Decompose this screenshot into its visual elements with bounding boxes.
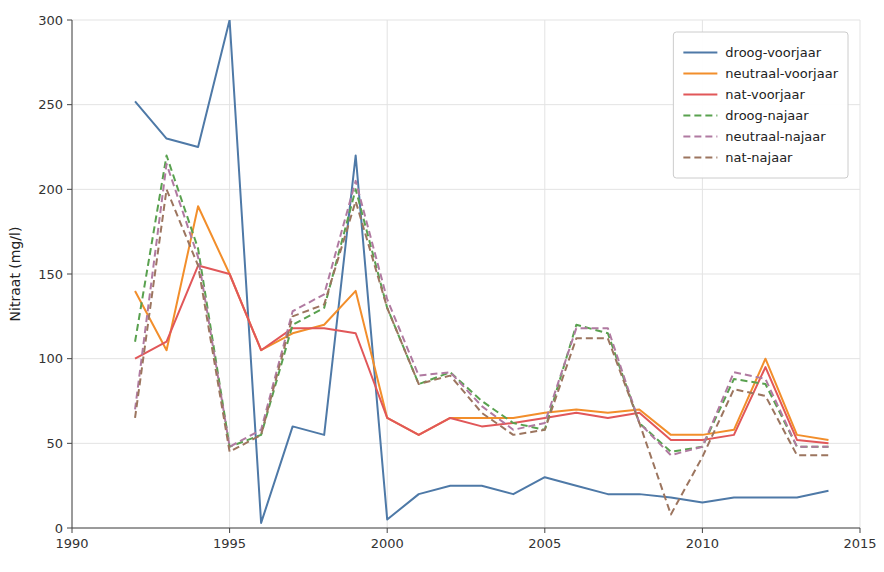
x-tick <box>860 528 861 533</box>
x-grid-line <box>387 20 388 528</box>
legend-swatch <box>683 94 717 96</box>
y-grid-line <box>72 189 860 190</box>
series-line <box>135 155 828 451</box>
x-tick-label: 2015 <box>843 536 876 551</box>
legend-swatch <box>683 136 717 138</box>
legend-label: droog-voorjaar <box>725 45 821 60</box>
y-tick <box>67 358 72 359</box>
legend-swatch <box>683 52 717 54</box>
y-grid-line <box>72 274 860 275</box>
y-tick-label: 300 <box>38 13 63 28</box>
y-tick-label: 50 <box>46 436 63 451</box>
legend-label: neutraal-najaar <box>725 129 826 144</box>
axes: 1990 1995 2000 2005 2010 2015 0 50 100 150 200 250 3… <box>38 13 876 552</box>
y-grid-line <box>72 20 860 21</box>
y-tick <box>67 443 72 444</box>
grid <box>72 20 860 528</box>
x-tick <box>387 528 388 533</box>
chart: 1990 1995 2000 2005 2010 2015 0 50 100 150 200 250 3… <box>0 0 884 572</box>
x-tick <box>544 528 545 533</box>
x-tick <box>229 528 230 533</box>
x-tick-label: 2000 <box>371 536 404 551</box>
y-tick <box>67 274 72 275</box>
legend-label: droog-najaar <box>725 108 809 123</box>
y-grid-line <box>72 528 860 529</box>
x-axis-line <box>72 528 860 529</box>
x-tick <box>72 528 73 533</box>
lines <box>135 20 828 523</box>
y-tick-label: 0 <box>55 521 63 536</box>
series-line <box>135 266 828 444</box>
y-tick <box>67 528 72 529</box>
legend: droog-voorjaar neutraal-voorjaar nat-voorj… <box>673 32 848 178</box>
series-line <box>135 189 828 514</box>
y-tick <box>67 189 72 190</box>
x-tick-label: 2010 <box>686 536 719 551</box>
legend-box <box>673 32 848 178</box>
legend-label: nat-najaar <box>725 150 793 165</box>
y-tick-label: 250 <box>38 97 63 112</box>
legend-swatch <box>683 115 717 117</box>
x-grid-line <box>544 20 545 528</box>
legend-swatch <box>683 157 717 159</box>
y-tick <box>67 104 72 105</box>
legend-label: neutraal-voorjaar <box>725 66 838 81</box>
x-grid-line <box>860 20 861 528</box>
x-tick-label: 2005 <box>528 536 561 551</box>
y-tick-label: 150 <box>38 267 63 282</box>
y-grid-line <box>72 443 860 444</box>
series-line <box>135 20 828 523</box>
x-tick-label: 1995 <box>213 536 246 551</box>
y-tick-label: 100 <box>38 351 63 366</box>
legend-swatch <box>683 73 717 75</box>
y-grid-line <box>72 358 860 359</box>
x-tick <box>702 528 703 533</box>
x-tick-label: 1990 <box>55 536 88 551</box>
legend-label: nat-voorjaar <box>725 87 805 102</box>
y-tick <box>67 20 72 21</box>
series-line <box>135 206 828 440</box>
y-tick-label: 200 <box>38 182 63 197</box>
y-axis-label: Nitraat (mg/l) <box>7 227 23 322</box>
